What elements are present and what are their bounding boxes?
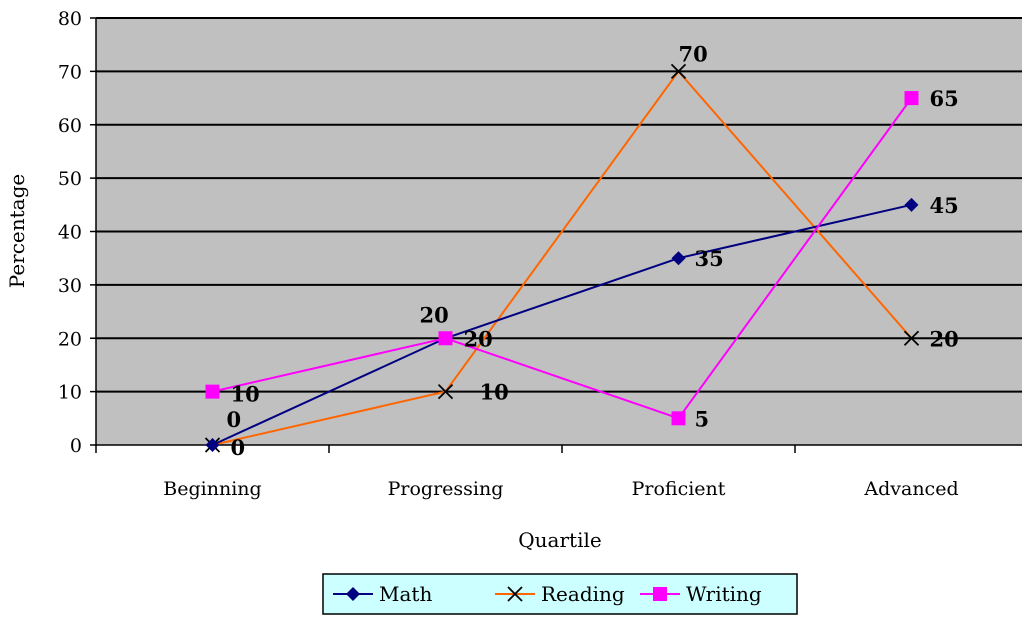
- y-tick-label: 0: [70, 435, 82, 457]
- math-data-label: 45: [930, 193, 959, 218]
- x-tick-label: Beginning: [163, 478, 261, 500]
- reading-point: [437, 383, 454, 400]
- y-tick-label: 10: [58, 382, 82, 404]
- legend-item-math: Math: [333, 582, 432, 606]
- writing-point: [438, 331, 453, 346]
- legend-label-reading: Reading: [541, 582, 625, 606]
- writing-point: [671, 411, 686, 426]
- reading-data-label: 20: [930, 326, 959, 351]
- x-axis-title: Quartile: [518, 528, 601, 552]
- math-data-label: 35: [695, 246, 724, 271]
- legend-box: [322, 573, 798, 615]
- gridlines: [96, 17, 1022, 393]
- math-data-label: 0: [227, 407, 242, 432]
- math-point: [671, 251, 686, 266]
- reading-point: [670, 63, 687, 80]
- writing-data-label: 20: [464, 326, 493, 351]
- reading-data-label: 70: [679, 41, 708, 66]
- reading-point-stroke: [903, 330, 920, 346]
- series-reading: [204, 63, 920, 453]
- writing-data-label: 5: [695, 406, 710, 431]
- y-tick-label: 80: [58, 8, 82, 30]
- series-line-writing: [212, 97, 913, 420]
- reading-data-label: 10: [480, 380, 509, 405]
- legend-marker-writing: [653, 587, 667, 601]
- legend-label-writing: Writing: [686, 582, 762, 606]
- y-tick-label: 20: [58, 328, 82, 350]
- legend-marker-reading: [507, 586, 523, 602]
- writing-data-label: 65: [930, 86, 959, 111]
- writing-point: [205, 384, 220, 399]
- writing-data-label: 10: [231, 382, 260, 407]
- x-tick-label: Progressing: [388, 478, 504, 500]
- reading-data-label: 0: [231, 435, 246, 460]
- y-tick-label: 70: [58, 61, 82, 83]
- series-writing: [205, 91, 919, 426]
- series-layer: [204, 63, 920, 453]
- legend-item-writing: Writing: [640, 582, 762, 606]
- y-tick-label: 30: [58, 275, 82, 297]
- series-line-reading: [212, 69, 913, 446]
- x-tick-label: Advanced: [863, 478, 958, 500]
- math-data-label: 20: [420, 302, 449, 327]
- series-line-math: [212, 203, 912, 446]
- y-axis-title: Percentage: [5, 174, 29, 288]
- reading-point: [903, 330, 920, 346]
- legend-marker-math: [346, 587, 360, 601]
- writing-point: [904, 91, 919, 106]
- legend-marker-reading-stroke: [507, 586, 523, 602]
- y-tick-label: 60: [58, 115, 82, 137]
- reading-point-stroke: [670, 63, 687, 80]
- math-point: [205, 438, 220, 452]
- legend-label-math: Math: [379, 582, 432, 606]
- x-tick-label: Proficient: [632, 478, 726, 500]
- legend-item-reading: Reading: [495, 582, 625, 606]
- y-tick-label: 40: [58, 222, 82, 244]
- reading-point-stroke: [437, 383, 454, 400]
- math-point: [904, 197, 919, 212]
- y-tick-label: 50: [58, 168, 82, 190]
- legend: Math Reading Writing: [322, 573, 798, 615]
